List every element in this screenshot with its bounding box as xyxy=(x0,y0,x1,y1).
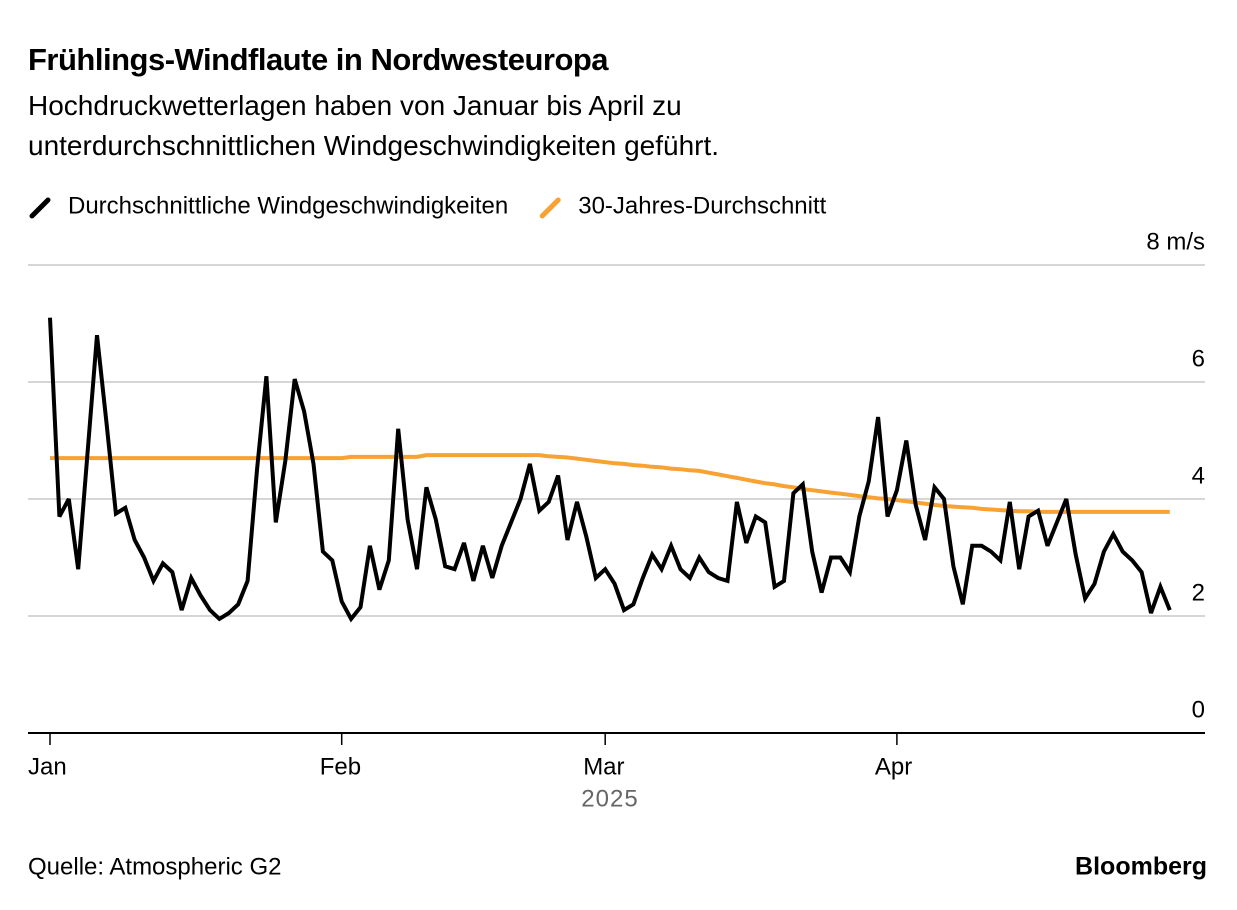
series-line xyxy=(50,453,1170,514)
legend-label: 30-Jahres-Durchschnitt xyxy=(578,192,826,219)
chart-title: Frühlings-Windflaute in Nordwesteuropa xyxy=(28,42,609,77)
source: Quelle: Atmospheric G2 xyxy=(28,853,281,880)
legend-label: Durchschnittliche Windgeschwindigkeiten xyxy=(68,192,508,219)
chart-subtitle: Hochdruckwetterlagen haben von Januar bi… xyxy=(28,90,720,161)
x-tick-label: Feb xyxy=(320,753,361,780)
y-tick-label: 2 xyxy=(1192,579,1205,606)
y-tick-label: 4 xyxy=(1192,462,1205,489)
x-axis-label: 2025 xyxy=(581,785,638,812)
y-tick-label: 6 xyxy=(1192,345,1205,372)
y-tick-label: 0 xyxy=(1192,696,1205,723)
x-tick-label: Mar xyxy=(583,753,624,780)
legend-swatch xyxy=(539,197,561,219)
legend-swatch xyxy=(29,197,51,219)
x-tick-label: Apr xyxy=(875,753,912,780)
series-line xyxy=(48,317,1172,623)
brand: Bloomberg xyxy=(1075,853,1207,881)
x-tick-label: Jan xyxy=(28,753,67,780)
y-tick-label: 8 m/s xyxy=(1146,228,1205,255)
